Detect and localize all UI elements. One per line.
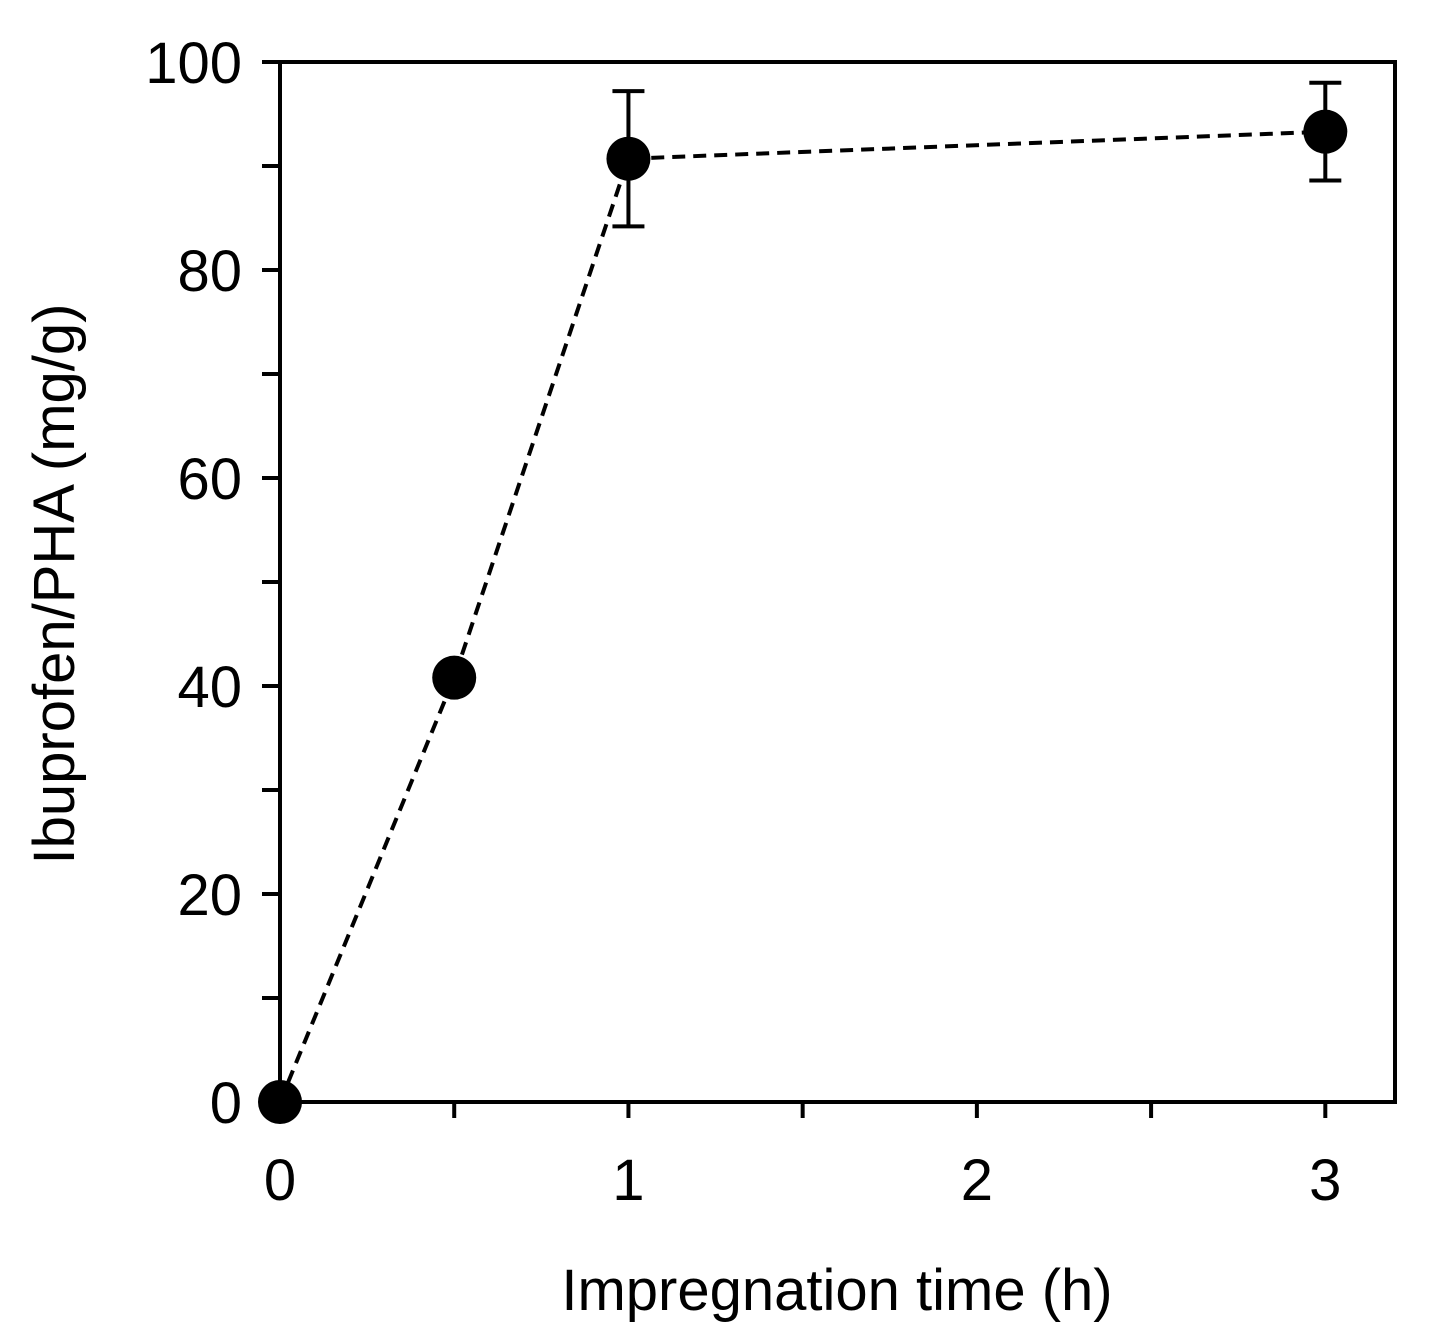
y-axis-ticks: [262, 60, 280, 1104]
y-tick-label: 0: [210, 1071, 242, 1136]
x-axis-ticks: [278, 1102, 1328, 1118]
y-tick-label: 80: [177, 239, 242, 304]
y-axis-tick-labels: 0 20 40 60 80 100: [145, 31, 242, 1136]
y-tick-label: 40: [177, 655, 242, 720]
x-tick-label: 3: [1309, 1148, 1341, 1213]
y-tick-label: 100: [145, 31, 242, 96]
y-tick-label: 20: [177, 863, 242, 928]
series-line: [278, 129, 1326, 1103]
data-points-group: [258, 109, 1348, 1124]
plot-frame: [278, 60, 1397, 1104]
y-tick-label: 60: [177, 447, 242, 512]
data-point: [258, 1080, 302, 1124]
y-axis-title: Ibuprofen/PHA (mg/g): [22, 304, 87, 865]
x-tick-label: 2: [961, 1148, 993, 1213]
x-tick-label: 1: [612, 1148, 644, 1213]
x-axis-tick-labels: 0 1 2 3: [264, 1148, 1342, 1213]
data-point: [432, 655, 477, 700]
x-tick-label: 0: [264, 1148, 296, 1213]
data-point: [1303, 109, 1348, 154]
x-axis-title: Impregnation time (h): [561, 1258, 1112, 1323]
data-point: [606, 136, 651, 181]
series-line-group: [278, 129, 1326, 1103]
